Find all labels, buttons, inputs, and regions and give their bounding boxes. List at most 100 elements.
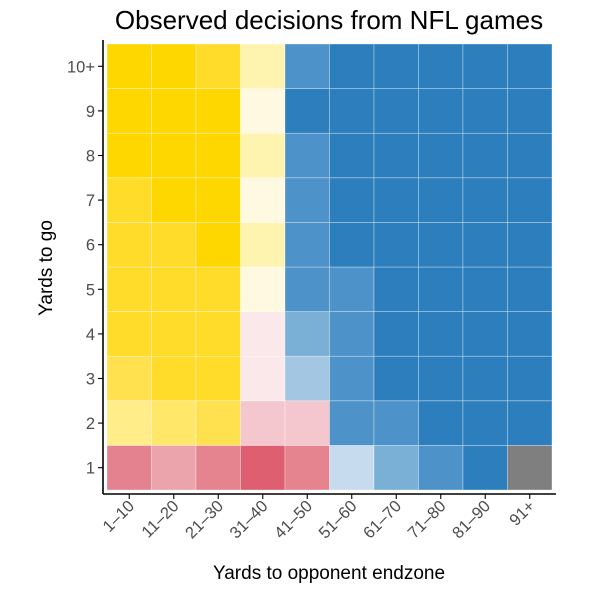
heatmap-cell <box>418 132 464 179</box>
heatmap-cell <box>507 311 553 357</box>
heatmap-cell <box>106 177 152 223</box>
heatmap-cell <box>418 88 464 134</box>
heatmap-cell <box>106 43 152 89</box>
heatmap-cell <box>418 445 464 491</box>
y-tick-label: 7 <box>86 192 95 210</box>
heatmap-cell <box>329 43 375 89</box>
heatmap-cell <box>106 445 152 491</box>
heatmap-cell <box>373 400 419 446</box>
heatmap-cell <box>329 445 375 491</box>
heatmap-cell <box>507 88 553 134</box>
y-tick-label: 2 <box>86 415 95 433</box>
y-tick-label: 4 <box>86 326 95 344</box>
y-tick-label: 10+ <box>67 58 95 76</box>
heatmap-cell <box>284 177 330 223</box>
heatmap-cell <box>373 266 419 312</box>
x-tick-label: 1–10 <box>99 497 138 536</box>
y-tick-label: 5 <box>86 281 95 299</box>
heatmap-cell <box>195 88 241 134</box>
x-tick-label: 21–30 <box>182 497 227 542</box>
x-tick-label: 91+ <box>506 497 539 530</box>
heatmap-cell <box>106 311 152 357</box>
heatmap-cell <box>462 222 508 268</box>
heatmap-cell <box>507 400 553 446</box>
x-tick-label: 61–70 <box>360 497 405 542</box>
heatmap-cell <box>240 177 286 223</box>
heatmap-cell <box>329 400 375 446</box>
heatmap-cell <box>284 266 330 312</box>
heatmap-cell <box>507 355 553 402</box>
heatmap-cell <box>418 311 464 357</box>
heatmap-cell <box>240 400 286 446</box>
heatmap-cell <box>418 43 464 89</box>
heatmap-cell <box>329 311 375 357</box>
heatmap-cell <box>418 222 464 268</box>
heatmap-cell <box>373 43 419 89</box>
heatmap-cell <box>195 177 241 223</box>
x-tick-label: 41–50 <box>271 497 316 542</box>
heatmap-cell <box>373 311 419 357</box>
heatmap-cell <box>284 222 330 268</box>
heatmap-cell <box>284 355 330 402</box>
heatmap-cell <box>240 445 286 491</box>
heatmap-cell <box>240 43 286 89</box>
heatmap-cell <box>106 88 152 134</box>
x-tick-label: 31–40 <box>226 497 271 542</box>
heatmap-cell <box>462 88 508 134</box>
heatmap-cell <box>462 132 508 179</box>
y-tick-label: 8 <box>86 148 95 166</box>
axes <box>98 40 556 499</box>
heatmap-cell <box>462 400 508 446</box>
y-tick-labels: 1 2 3 4 5 6 7 8 9 10+ <box>67 58 95 477</box>
heatmap-cell <box>329 177 375 223</box>
heatmap-cell <box>151 132 197 179</box>
x-tick-label: 71–80 <box>404 497 449 542</box>
heatmap-cell <box>240 222 286 268</box>
heatmap-cell <box>373 445 419 491</box>
heatmap-cell <box>284 311 330 357</box>
heatmap-cell <box>507 222 553 268</box>
heatmap-cell <box>151 266 197 312</box>
x-tick-label: 51–60 <box>315 497 360 542</box>
heatmap-cell <box>329 132 375 179</box>
heatmap-cell <box>462 43 508 89</box>
y-axis-label: Yards to go <box>36 220 57 316</box>
heatmap-cell <box>418 400 464 446</box>
heatmap-cell <box>151 177 197 223</box>
heatmap-cell <box>240 266 286 312</box>
heatmap-cell <box>284 400 330 446</box>
x-axis-label: Yards to opponent endzone <box>213 563 445 584</box>
heatmap-cell <box>195 445 241 491</box>
x-tick-labels: 1–10 11–20 21–30 31–40 41–50 51–60 61–70 71–80 8… <box>99 497 538 542</box>
heatmap-cell <box>240 355 286 402</box>
heatmap-cell <box>240 132 286 179</box>
y-tick-label: 1 <box>86 460 95 478</box>
heatmap-cell <box>151 43 197 89</box>
heatmap-cell <box>462 355 508 402</box>
x-tick-label: 81–90 <box>449 497 494 542</box>
y-tick-label: 9 <box>86 103 95 121</box>
heatmap-cell <box>329 88 375 134</box>
heatmap-cell <box>418 177 464 223</box>
heatmap-cell <box>462 266 508 312</box>
heatmap-cell <box>106 400 152 446</box>
heatmap-cell <box>106 355 152 402</box>
heatmap-cell <box>507 177 553 223</box>
heatmap-cell <box>195 266 241 312</box>
heatmap-cell <box>151 311 197 357</box>
heatmap-cell <box>151 445 197 491</box>
heatmap-cells <box>106 43 553 491</box>
heatmap-cell <box>507 132 553 179</box>
heatmap-cell <box>195 400 241 446</box>
heatmap-cell <box>373 132 419 179</box>
y-tick-label: 6 <box>86 237 95 255</box>
heatmap-cell <box>507 43 553 89</box>
heatmap-cell <box>329 222 375 268</box>
heatmap-cell <box>284 43 330 89</box>
heatmap-cell <box>195 43 241 89</box>
heatmap-cell <box>418 355 464 402</box>
heatmap-cell <box>462 311 508 357</box>
heatmap-cell <box>151 355 197 402</box>
heatmap-cell <box>507 266 553 312</box>
